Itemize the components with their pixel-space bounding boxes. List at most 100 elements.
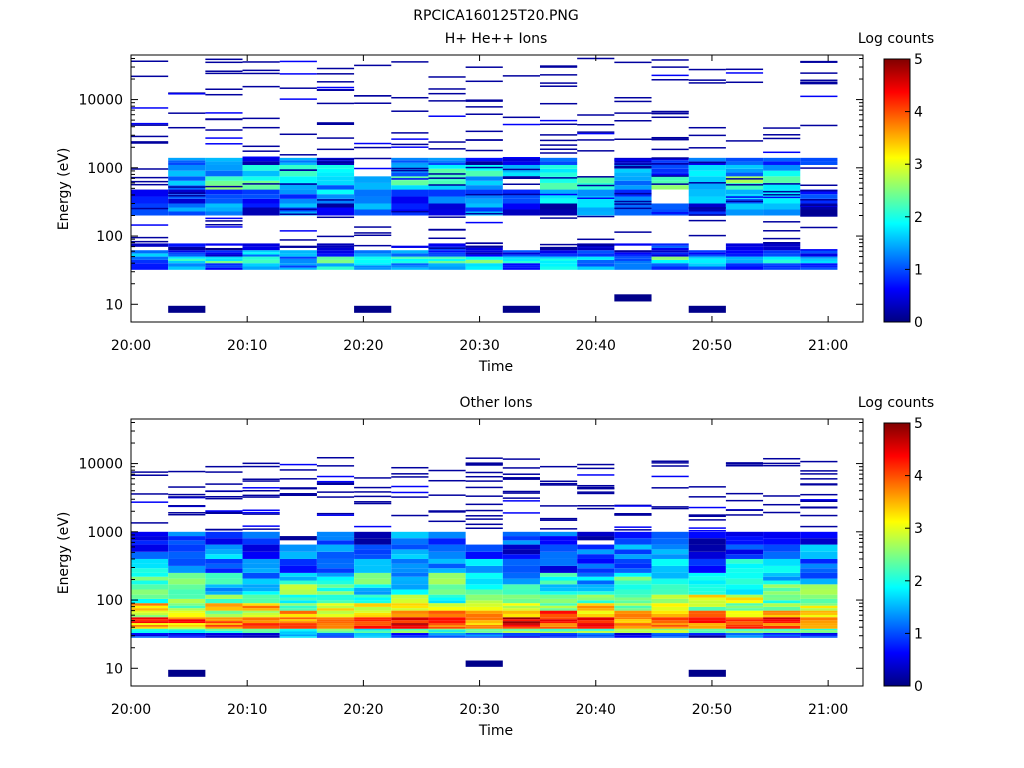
- heatmap-cell: [725, 209, 764, 216]
- heatmap-cell: [763, 558, 801, 566]
- heatmap-cell: [614, 163, 652, 165]
- heatmap-cell: [391, 635, 429, 638]
- heatmap-cell: [316, 162, 355, 165]
- heatmap-cell: [763, 610, 801, 613]
- heatmap-cell: [354, 157, 392, 160]
- heatmap-cell: [279, 245, 317, 248]
- heatmap-cell: [502, 263, 540, 266]
- heatmap-cell: [354, 176, 392, 183]
- heatmap-cell: [800, 612, 838, 616]
- heatmap-cell: [279, 623, 317, 626]
- heatmap-cell: [577, 628, 615, 631]
- heatmap-cell: [502, 161, 540, 165]
- heatmap-cell: [651, 465, 689, 467]
- heatmap-cell: [465, 193, 503, 196]
- heatmap-cell: [465, 247, 503, 251]
- heatmap-cell: [688, 305, 726, 313]
- heatmap-cell: [205, 591, 243, 595]
- heatmap-cell: [316, 172, 355, 177]
- heatmap-cell: [279, 594, 317, 598]
- heatmap-cell: [763, 580, 801, 585]
- heatmap-cell: [465, 130, 503, 133]
- heatmap-cell: [316, 475, 355, 478]
- heatmap-cell: [242, 617, 280, 621]
- heatmap-cell: [354, 182, 392, 190]
- heatmap-cell: [428, 584, 466, 590]
- heatmap-cell: [539, 605, 578, 609]
- heatmap-cell: [577, 207, 615, 212]
- heatmap-cell: [428, 632, 466, 636]
- heatmap-cell: [539, 172, 578, 177]
- heatmap-cell: [800, 563, 838, 569]
- heatmap-cell: [391, 594, 429, 599]
- heatmap-cell: [391, 466, 429, 469]
- heatmap-cell: [800, 538, 838, 545]
- heatmap-cell: [316, 122, 355, 124]
- heatmap-cell: [502, 554, 540, 559]
- heatmap-cell: [205, 598, 243, 604]
- heatmap-cell: [205, 572, 243, 579]
- heatmap-cell: [614, 112, 652, 114]
- heatmap-cell: [428, 623, 466, 625]
- heatmap-cell: [539, 536, 578, 541]
- heatmap-cell: [725, 554, 764, 559]
- heatmap-cell: [465, 623, 503, 625]
- heatmap-cell: [168, 195, 206, 197]
- heatmap-cell: [502, 540, 540, 545]
- heatmap-cell: [539, 74, 578, 76]
- heatmap-cell: [316, 594, 355, 598]
- heatmap-cell: [651, 462, 689, 464]
- heatmap-cell: [316, 203, 355, 208]
- heatmap-cell: [651, 110, 689, 113]
- heatmap-cell: [577, 467, 615, 470]
- heatmap-cell: [800, 226, 838, 229]
- heatmap-cell: [391, 180, 429, 186]
- heatmap-cell: [688, 519, 726, 521]
- heatmap-cell: [688, 591, 726, 595]
- heatmap-cell: [725, 613, 764, 618]
- heatmap-cell: [354, 209, 392, 216]
- heatmap-cell: [725, 184, 764, 186]
- heatmap-cell: [391, 603, 429, 606]
- heatmap-cell: [763, 576, 801, 581]
- heatmap-cell: [316, 247, 355, 251]
- heatmap-cell: [502, 608, 540, 611]
- panel-title: H+ He++ Ions: [445, 31, 548, 47]
- heatmap-cell: [688, 606, 726, 611]
- heatmap-cell: [502, 194, 540, 199]
- heatmap-cell: [465, 584, 503, 590]
- heatmap-cell: [763, 267, 801, 270]
- heatmap-cell: [651, 263, 689, 267]
- heatmap-cell: [577, 597, 615, 601]
- heatmap-cell: [279, 631, 317, 634]
- heatmap-cell: [577, 266, 615, 270]
- heatmap-cell: [651, 628, 689, 631]
- heatmap-cell: [800, 161, 838, 165]
- heatmap-cell: [316, 512, 355, 515]
- heatmap-cell: [465, 256, 503, 260]
- heatmap-cell: [577, 132, 615, 135]
- heatmap-cell: [800, 610, 838, 613]
- heatmap-cell: [242, 615, 280, 618]
- heatmap-cell: [354, 558, 392, 566]
- heatmap-cell: [800, 72, 838, 74]
- heatmap-cell: [651, 79, 689, 81]
- heatmap-cell: [465, 457, 503, 459]
- heatmap-cell: [688, 572, 726, 577]
- heatmap-cell: [131, 605, 169, 609]
- heatmap-cell: [205, 587, 243, 592]
- heatmap-cell: [391, 624, 429, 627]
- heatmap-cell: [316, 623, 355, 626]
- heatmap-cell: [391, 209, 429, 211]
- heatmap-cell: [465, 565, 503, 573]
- heatmap-cell: [502, 254, 540, 257]
- heatmap-cell: [242, 489, 280, 492]
- heatmap-cell: [354, 554, 392, 559]
- heatmap-cell: [428, 148, 466, 150]
- heatmap-cell: [316, 617, 355, 620]
- heatmap-cell: [688, 632, 726, 636]
- heatmap-cell: [688, 600, 726, 604]
- heatmap-cell: [577, 492, 615, 495]
- heatmap-cell: [539, 193, 578, 196]
- heatmap-cell: [242, 625, 280, 629]
